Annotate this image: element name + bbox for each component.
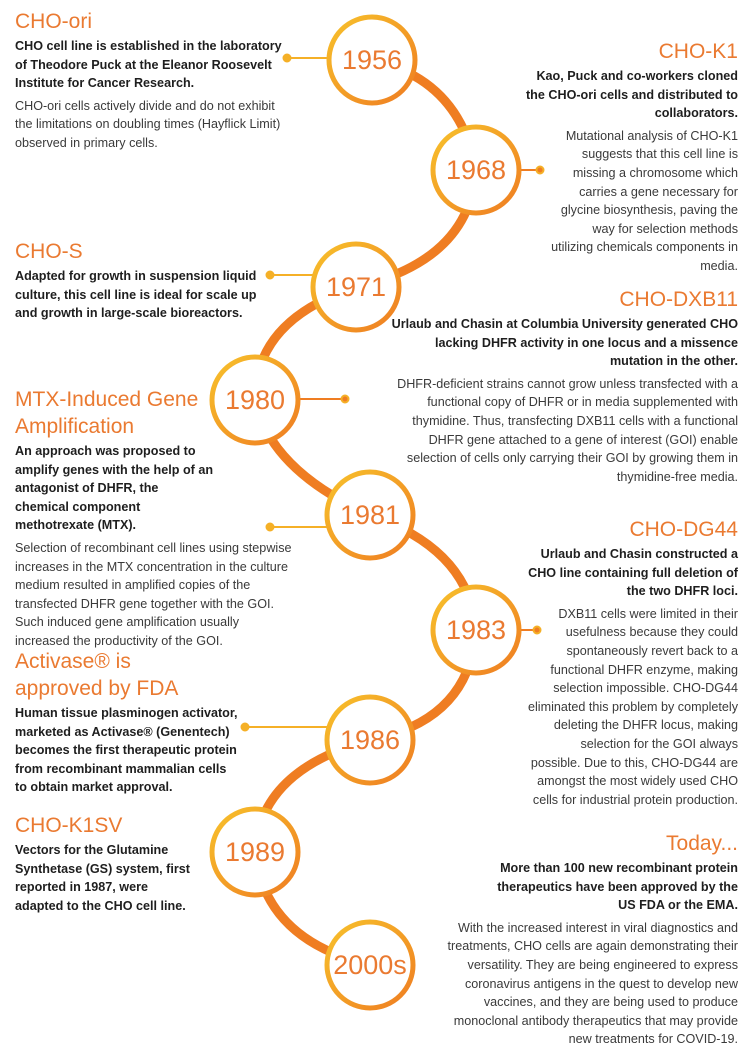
- year-ring: [209, 354, 301, 446]
- connector-dot: [532, 625, 542, 635]
- event-mtx: MTX-Induced Gene Amplification An approa…: [15, 386, 292, 651]
- connector-dot: [535, 165, 545, 175]
- connector-dot: [340, 394, 350, 404]
- year-ring: [209, 806, 301, 898]
- year-label: 1956: [341, 45, 403, 75]
- event-cho-dg44: CHO-DG44 Urlaub and Chasin constructed a…: [528, 516, 738, 809]
- year-ring: [430, 584, 522, 676]
- year-ring: [326, 14, 418, 106]
- year-label: 2000s: [333, 950, 407, 980]
- event-body: Mutational analysis of CHO-K1 suggests t…: [551, 128, 738, 273]
- event-lead: Kao, Puck and co-workers cloned the CHO-…: [525, 69, 738, 121]
- event-cho-k1: CHO-K1 Kao, Puck and co-workers cloned t…: [526, 38, 738, 276]
- event-body: DHFR-deficient strains cannot grow unles…: [397, 376, 738, 484]
- year-label: 1989: [224, 837, 286, 867]
- event-body: CHO-ori cells actively divide and do not…: [15, 98, 281, 150]
- year-ring: [324, 694, 416, 786]
- event-lead: CHO cell line is established in the labo…: [15, 39, 282, 91]
- event-cho-dxb11: CHO-DXB11 Urlaub and Chasin at Columbia …: [385, 286, 738, 486]
- year-label: 1983: [445, 615, 507, 645]
- event-cho-k1sv: CHO-K1SV Vectors for the Glutamine Synth…: [15, 812, 195, 919]
- event-today: Today... More than 100 new recombinant p…: [430, 830, 739, 1049]
- connector-dot: [265, 522, 275, 532]
- event-title: CHO-K1SV: [15, 814, 123, 837]
- event-title: CHO-S: [15, 240, 83, 263]
- event-lead: Urlaub and Chasin constructed a CHO line…: [528, 547, 738, 599]
- year-label: 1981: [339, 500, 401, 530]
- event-title: CHO-K1: [658, 40, 738, 63]
- year-ring: [324, 469, 416, 561]
- event-title: Today...: [666, 832, 738, 855]
- year-label: 1986: [339, 725, 401, 755]
- event-lead: Adapted for growth in suspension liquid …: [15, 269, 257, 321]
- event-cho-s: CHO-S Adapted for growth in suspension l…: [15, 238, 265, 327]
- year-label: 1971: [325, 272, 387, 302]
- event-lead: Human tissue plasminogen activator, mark…: [15, 706, 238, 795]
- year-ring: [310, 241, 402, 333]
- event-body: With the increased interest in viral dia…: [447, 920, 739, 1047]
- event-lead: Urlaub and Chasin at Columbia University…: [391, 317, 738, 369]
- event-title: CHO-DXB11: [619, 288, 738, 311]
- event-title: CHO-DG44: [629, 518, 738, 541]
- connector-dot: [240, 722, 250, 732]
- event-title: Activase® is approved by FDA: [15, 650, 179, 700]
- connector-dot: [265, 270, 275, 280]
- event-lead: An approach was proposed to amplify gene…: [15, 444, 214, 533]
- year-label: 1968: [445, 155, 507, 185]
- event-cho-ori: CHO-ori CHO cell line is established in …: [15, 8, 295, 153]
- event-body: Selection of recombinant cell lines usin…: [15, 540, 292, 648]
- year-ring: [324, 919, 416, 1011]
- event-title: MTX-Induced Gene Amplification: [15, 388, 199, 438]
- year-label: 1980: [224, 385, 286, 415]
- year-ring: [430, 124, 522, 216]
- event-lead: Vectors for the Glutamine Synthetase (GS…: [15, 843, 190, 913]
- event-lead: More than 100 new recombinant protein th…: [497, 861, 738, 913]
- event-activase: Activase® is approved by FDA Human tissu…: [15, 648, 240, 801]
- event-title: CHO-ori: [15, 10, 92, 33]
- event-body: DXB11 cells were limited in their useful…: [528, 606, 738, 807]
- connector-dot: [282, 53, 292, 63]
